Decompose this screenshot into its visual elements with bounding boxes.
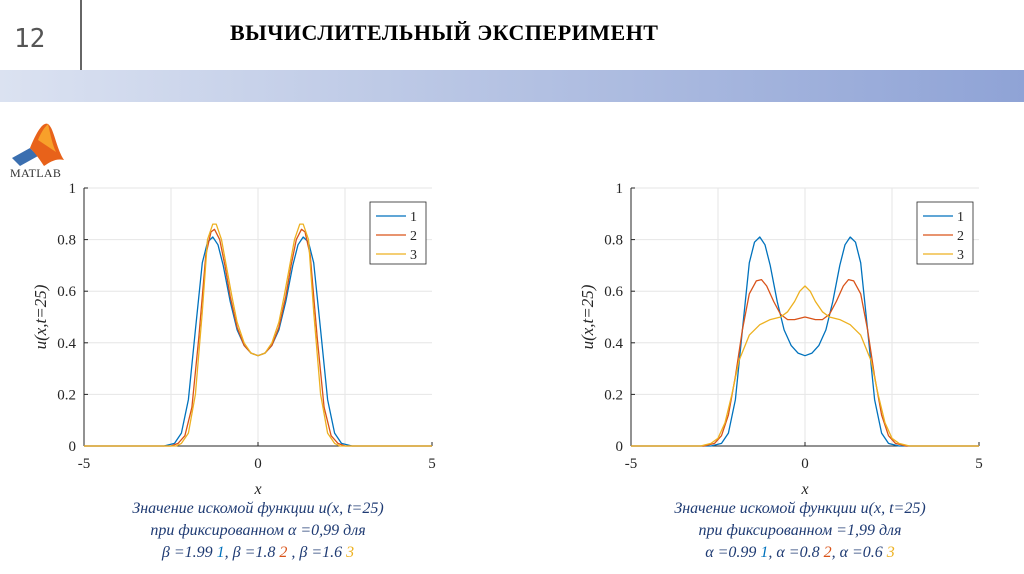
caption-line-2: при фиксированном α =0,99 для <box>150 522 366 539</box>
x-axis-label: x <box>800 481 808 498</box>
caption-line-3: α =0.99 1, α =0.8 2, α =0.6 3 <box>705 544 895 561</box>
legend-label: 2 <box>410 229 417 244</box>
y-tick-label: 1 <box>69 181 77 197</box>
y-axis-label: u(x,t=25) <box>578 284 597 349</box>
y-tick-label: 0.6 <box>604 284 623 300</box>
y-tick-label: 0 <box>616 439 624 455</box>
y-tick-label: 0.8 <box>604 233 623 249</box>
series-line-3 <box>84 223 432 447</box>
legend-label: 2 <box>957 229 964 244</box>
y-tick-label: 0.4 <box>604 336 623 352</box>
caption-left: Значение искомой функции u(x, t=25) при … <box>78 498 438 564</box>
y-tick-label: 0.8 <box>57 233 76 249</box>
y-tick-label: 0.2 <box>57 387 76 403</box>
caption-line-3: β =1.99 1, β =1.8 2 , β =1.6 3 <box>161 544 355 561</box>
logo-base-shape <box>12 148 38 166</box>
legend-label: 1 <box>410 210 417 225</box>
caption-line-2: при фиксированном =1,99 для <box>698 522 902 539</box>
legend-box <box>916 201 974 265</box>
legend-label: 3 <box>957 248 964 263</box>
y-tick-label: 0.6 <box>57 284 76 300</box>
chart-left: 00.20.40.60.81-5 0 5xu(x,t=25)123 <box>31 181 436 498</box>
caption-line-1: Значение искомой функции u(x, t=25) <box>132 500 384 517</box>
caption-line-1: Значение искомой функции u(x, t=25) <box>674 500 926 517</box>
y-tick-label: 0.4 <box>57 336 76 352</box>
y-axis-label: u(x,t=25) <box>31 284 50 349</box>
legend-box <box>369 201 427 265</box>
caption-right: Значение искомой функции u(x, t=25) при … <box>620 498 980 564</box>
logo-highlight-shape <box>38 124 56 152</box>
y-tick-label: 0.2 <box>604 387 623 403</box>
x-tick-label: 5 <box>975 456 983 472</box>
chart-right: 00.20.40.60.81-5 0 5xu(x,t=25)123 <box>578 181 983 498</box>
y-tick-label: 0 <box>69 439 77 455</box>
matlab-logo-icon <box>12 123 64 166</box>
x-tick-label: -5 <box>78 456 91 472</box>
series-line-3 <box>631 285 979 447</box>
legend-label: 1 <box>957 210 964 225</box>
x-tick-label: 0 <box>254 456 262 472</box>
x-tick-label: 0 <box>801 456 809 472</box>
header-band <box>0 70 1024 102</box>
slide-number: 12 <box>14 24 46 54</box>
legend-label: 3 <box>410 248 417 263</box>
slide-title: ВЫЧИСЛИТЕЛЬНЫЙ ЭКСПЕРИМЕНТ <box>230 20 659 45</box>
y-tick-label: 1 <box>616 181 624 197</box>
x-axis-label: x <box>253 481 261 498</box>
logo-text: MATLAB <box>10 166 62 180</box>
x-tick-label: 5 <box>428 456 436 472</box>
title-divider <box>80 0 82 70</box>
x-tick-label: -5 <box>625 456 638 472</box>
